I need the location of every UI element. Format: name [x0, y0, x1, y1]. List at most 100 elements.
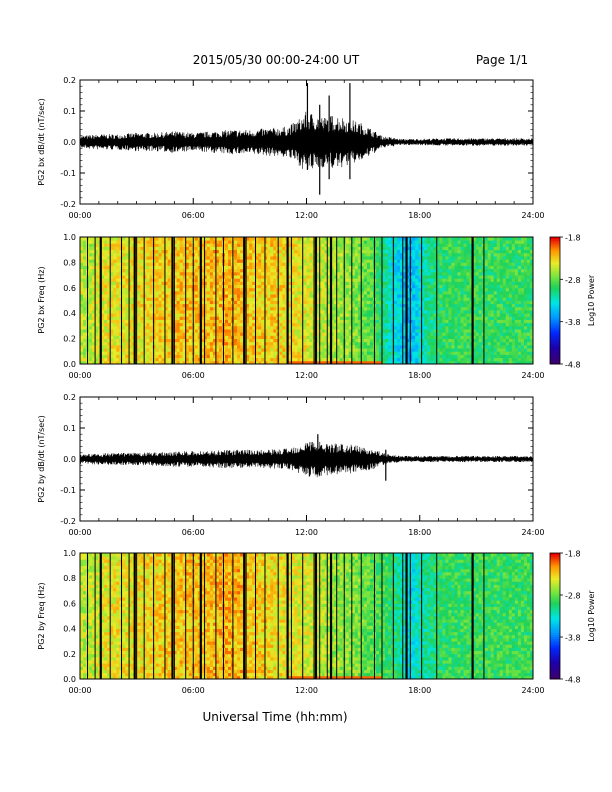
spectrogram-cell: [300, 240, 304, 244]
spectrogram-cell: [336, 246, 341, 251]
spectrogram-cell: [415, 351, 419, 355]
spectrogram-cell: [143, 316, 147, 320]
spectrogram-cell: [357, 281, 362, 286]
spectrogram-cell: [255, 322, 259, 327]
spectrogram-cell: [206, 240, 211, 244]
spectrogram-cell: [200, 344, 205, 349]
spectrogram-cell: [273, 249, 277, 254]
spectrogram-cell: [303, 271, 307, 276]
spectrogram-cell: [427, 237, 431, 241]
spectrogram-cell: [149, 237, 153, 241]
spectrogram-cell: [315, 325, 319, 330]
spectrogram-cell: [227, 303, 232, 308]
spectrogram-cell: [249, 341, 253, 346]
spectrogram-cell: [400, 319, 404, 324]
spectrogram-cell: [306, 313, 310, 317]
spectrogram-cell: [369, 351, 374, 355]
spectrogram-cell: [403, 287, 407, 292]
spectrogram-cell: [227, 294, 232, 298]
spectrogram-cell: [215, 284, 220, 289]
spectrogram-cell: [119, 294, 123, 298]
spectrogram-cell: [409, 310, 413, 314]
spectrogram-cell: [237, 344, 241, 349]
spectrogram-cell: [291, 335, 295, 339]
spectrogram-cell: [249, 348, 253, 352]
spectrogram-cell: [430, 306, 434, 311]
spectrogram-cell: [357, 354, 362, 359]
spectrogram-cell: [203, 252, 208, 257]
spectrogram-cell: [182, 259, 187, 263]
spectrogram-cell: [158, 237, 162, 241]
spectrogram-cell: [218, 284, 223, 289]
spectrogram-cell: [279, 281, 283, 286]
spectrogram-cell: [92, 344, 96, 349]
spectrogram-cell: [146, 290, 150, 295]
spectrogram-cell: [101, 300, 105, 305]
spectrogram-cell: [173, 278, 178, 282]
spectrogram-cell: [104, 262, 108, 266]
spectrogram-cell: [348, 348, 353, 352]
spectrogram-cell: [255, 319, 259, 324]
spectrogram-cell: [324, 329, 329, 333]
spectrogram-cell: [252, 256, 256, 260]
spectrogram-cell: [318, 275, 322, 279]
spectrogram-cell: [339, 240, 344, 244]
spectrogram-cell: [206, 265, 211, 270]
spectrogram-cell: [237, 325, 241, 330]
spectrogram-cell: [152, 306, 156, 311]
spectrogram-cell: [261, 256, 265, 260]
spectrogram-cell: [433, 246, 437, 251]
spectrogram-cell: [206, 271, 211, 276]
spectrogram-cell: [300, 271, 304, 276]
spectrogram-cell: [80, 265, 84, 270]
spectrogram-cell: [173, 284, 178, 289]
spectrogram-cell: [249, 313, 253, 317]
spectrogram-cell: [424, 357, 428, 362]
spectrogram-cell: [433, 329, 437, 333]
spectrogram-cell: [152, 303, 156, 308]
spectrogram-cell: [128, 306, 132, 311]
spectrogram-cell: [167, 240, 171, 244]
spectrogram-cell: [397, 281, 401, 286]
spectrogram-cell: [409, 306, 413, 311]
spectrogram-cell: [378, 325, 383, 330]
spectrogram-cell: [140, 325, 144, 330]
spectrogram-cell: [415, 306, 419, 311]
spectrogram-cell: [403, 354, 407, 359]
spectrogram-cell: [224, 271, 229, 276]
spectrogram-cell: [206, 322, 211, 327]
spectrogram-cell: [382, 275, 386, 279]
spectrogram-cell: [209, 300, 214, 305]
spectrogram-cell: [125, 329, 129, 333]
spectrogram-cell: [240, 332, 244, 336]
spectrogram-cell: [363, 344, 368, 349]
spectrogram-cell: [209, 306, 214, 311]
spectrogram-cell: [375, 262, 380, 266]
spectrogram-cell: [182, 290, 187, 295]
spectrogram-cell: [146, 354, 150, 359]
spectrogram-cell: [203, 354, 208, 359]
spectrogram-cell: [89, 300, 93, 305]
spectrogram-cell: [146, 275, 150, 279]
spectrogram-cell: [92, 237, 96, 241]
spectrogram-cell: [318, 268, 322, 273]
spectrogram-cell: [391, 262, 395, 266]
spectrogram-cell: [258, 287, 262, 292]
spectrogram-cell: [252, 287, 256, 292]
spectrogram-cell: [258, 275, 262, 279]
spectrogram-cell: [125, 290, 129, 295]
spectrogram-cell: [125, 268, 129, 273]
spectrogram-cell: [309, 290, 313, 295]
spectrogram-cell: [215, 329, 220, 333]
spectrogram-cell: [273, 325, 277, 330]
spectrogram-cell: [255, 344, 259, 349]
spectrogram-cell: [237, 268, 241, 273]
y-tick-label: 0.6: [63, 284, 76, 293]
spectrogram-cell: [315, 262, 319, 266]
spectrogram-cell: [197, 284, 202, 289]
spectrogram-cell: [203, 268, 208, 273]
spectrogram-cell: [378, 335, 383, 339]
spectrogram-cell: [155, 297, 159, 301]
spectrogram-cell: [418, 278, 422, 282]
spectrogram-cell: [255, 281, 259, 286]
